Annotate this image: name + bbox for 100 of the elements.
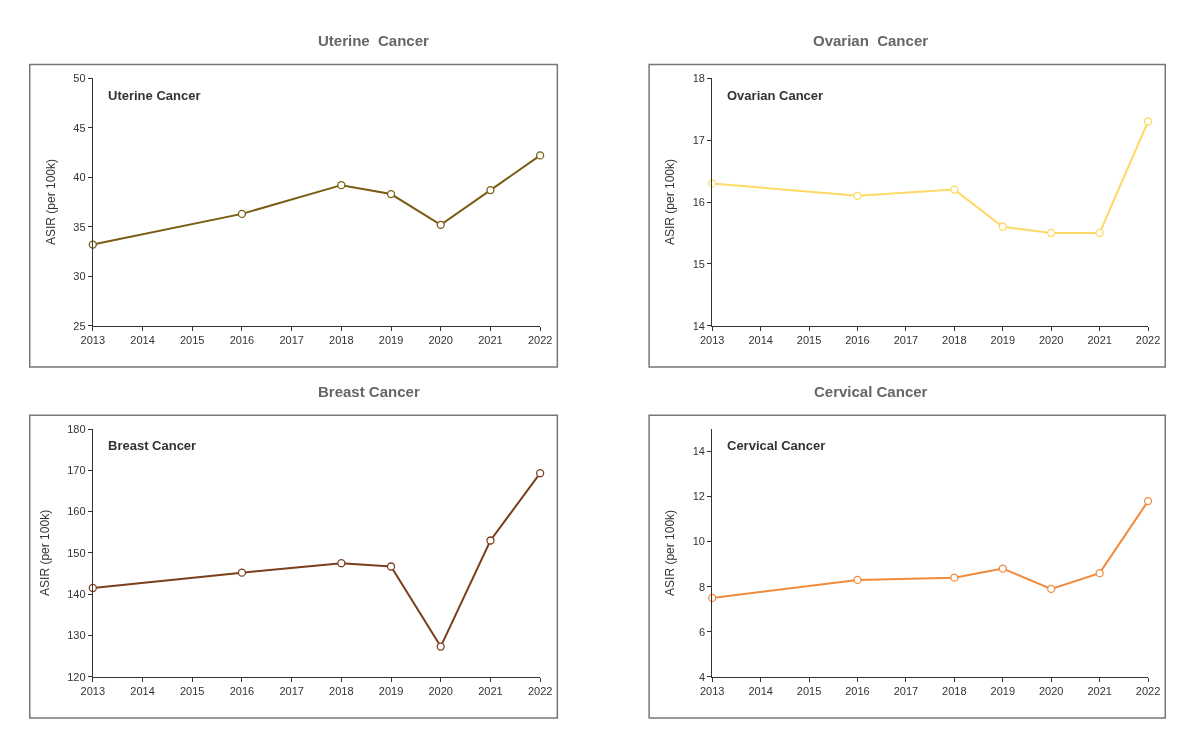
point	[998, 564, 1007, 573]
y-tick-label: 45	[73, 121, 86, 134]
y-axis-title: ASIR (per 100k)	[663, 158, 678, 246]
y-tick-label: 40	[73, 171, 86, 184]
y-tick-label: 17	[692, 133, 705, 146]
y-tick-label: 4	[698, 670, 705, 683]
x-tick-label: 2013	[699, 334, 725, 347]
annotation: Cervical Cancer	[727, 438, 826, 453]
y-tick-label: 14	[692, 445, 705, 458]
point	[1047, 228, 1056, 238]
y-tick-label: 170	[67, 464, 86, 477]
chart-title: Breast Cancer	[318, 383, 420, 400]
x-tick-label: 2021	[1087, 334, 1112, 347]
annotation: Uterine Cancer	[108, 88, 201, 103]
point	[950, 185, 959, 194]
x-tick-label: 2014	[130, 334, 155, 347]
x-tick-label: 2019	[990, 684, 1016, 697]
chart-title: Cervical Cancer	[814, 383, 928, 400]
annotation: Ovarian Cancer	[727, 88, 824, 103]
point	[536, 151, 545, 160]
y-tick-label: 8	[698, 580, 705, 593]
x-tick-label: 2015	[796, 684, 822, 697]
x-tick-label: 2017	[279, 334, 304, 347]
point	[1143, 117, 1153, 126]
x-tick-label: 2019	[378, 684, 404, 697]
x-tick-label: 2016	[845, 334, 870, 347]
chart-title: Uterine Cancer	[318, 32, 430, 49]
point	[853, 191, 862, 200]
y-tick-label: 140	[67, 588, 86, 601]
chart-title: Ovarian Cancer	[813, 32, 929, 49]
point	[950, 573, 959, 582]
x-tick-label: 2014	[130, 684, 155, 697]
point	[536, 469, 545, 478]
x-tick-label: 2016	[845, 684, 870, 697]
point	[1047, 584, 1056, 594]
point	[337, 559, 346, 568]
y-tick-label: 10	[692, 535, 705, 548]
y-tick-label: 150	[67, 546, 86, 559]
x-tick-label: 2013	[80, 684, 106, 697]
x-tick-label: 2015	[796, 334, 822, 347]
y-tick-label: 50	[73, 72, 86, 85]
y-tick-label: 15	[692, 257, 705, 270]
point	[237, 209, 247, 219]
x-tick-label: 2019	[378, 334, 404, 347]
point	[1095, 568, 1104, 578]
y-axis-title: ASIR (per 100k)	[37, 509, 52, 596]
x-tick-label: 2021	[478, 684, 503, 697]
x-tick-label: 2017	[893, 334, 919, 347]
point	[1095, 228, 1104, 238]
x-tick-label: 2022	[527, 334, 553, 347]
x-tick-label: 2020	[428, 684, 453, 697]
y-tick-label: 18	[692, 72, 705, 85]
y-tick-label: 160	[67, 505, 86, 518]
point	[436, 642, 445, 651]
point	[436, 220, 445, 229]
x-tick-label: 2022	[1135, 684, 1161, 697]
y-tick-label: 120	[67, 670, 86, 683]
x-tick-label: 2016	[229, 684, 255, 697]
y-tick-label: 12	[692, 490, 705, 503]
x-tick-label: 2013	[699, 684, 725, 697]
x-tick-label: 2015	[179, 334, 205, 347]
y-axis-title: ASIR (per 100k)	[43, 158, 58, 246]
x-tick-label: 2021	[1087, 684, 1112, 697]
point	[1143, 496, 1153, 506]
x-tick-label: 2020	[428, 334, 453, 347]
point	[486, 536, 495, 545]
point	[853, 575, 862, 585]
y-tick-label: 14	[692, 319, 705, 332]
point	[998, 222, 1007, 231]
x-tick-label: 2018	[942, 684, 967, 697]
x-tick-label: 2021	[478, 334, 503, 347]
x-tick-label: 2017	[893, 684, 919, 697]
point	[386, 189, 396, 199]
y-tick-label: 180	[67, 422, 86, 435]
x-tick-label: 2018	[942, 334, 967, 347]
point	[337, 181, 346, 190]
annotation: Breast Cancer	[108, 438, 197, 453]
x-tick-label: 2020	[1038, 684, 1064, 697]
x-tick-label: 2018	[329, 684, 354, 697]
x-tick-label: 2019	[990, 334, 1016, 347]
x-tick-label: 2022	[527, 684, 553, 697]
x-tick-label: 2013	[80, 334, 106, 347]
y-tick-label: 35	[73, 220, 86, 233]
x-tick-label: 2015	[179, 684, 205, 697]
point	[237, 568, 247, 577]
y-tick-label: 25	[73, 319, 86, 332]
y-tick-label: 16	[692, 195, 705, 208]
point	[386, 562, 396, 571]
x-tick-label: 2016	[229, 334, 255, 347]
x-tick-label: 2022	[1135, 334, 1161, 347]
y-axis-title: ASIR (per 100k)	[663, 509, 678, 596]
x-tick-label: 2014	[748, 334, 773, 347]
x-tick-label: 2017	[279, 684, 304, 697]
x-tick-label: 2020	[1038, 334, 1064, 347]
x-tick-label: 2014	[748, 684, 773, 697]
point	[486, 185, 495, 195]
y-tick-label: 130	[67, 629, 86, 642]
x-tick-label: 2018	[329, 334, 354, 347]
y-tick-label: 6	[698, 625, 705, 638]
y-tick-label: 30	[73, 270, 86, 283]
